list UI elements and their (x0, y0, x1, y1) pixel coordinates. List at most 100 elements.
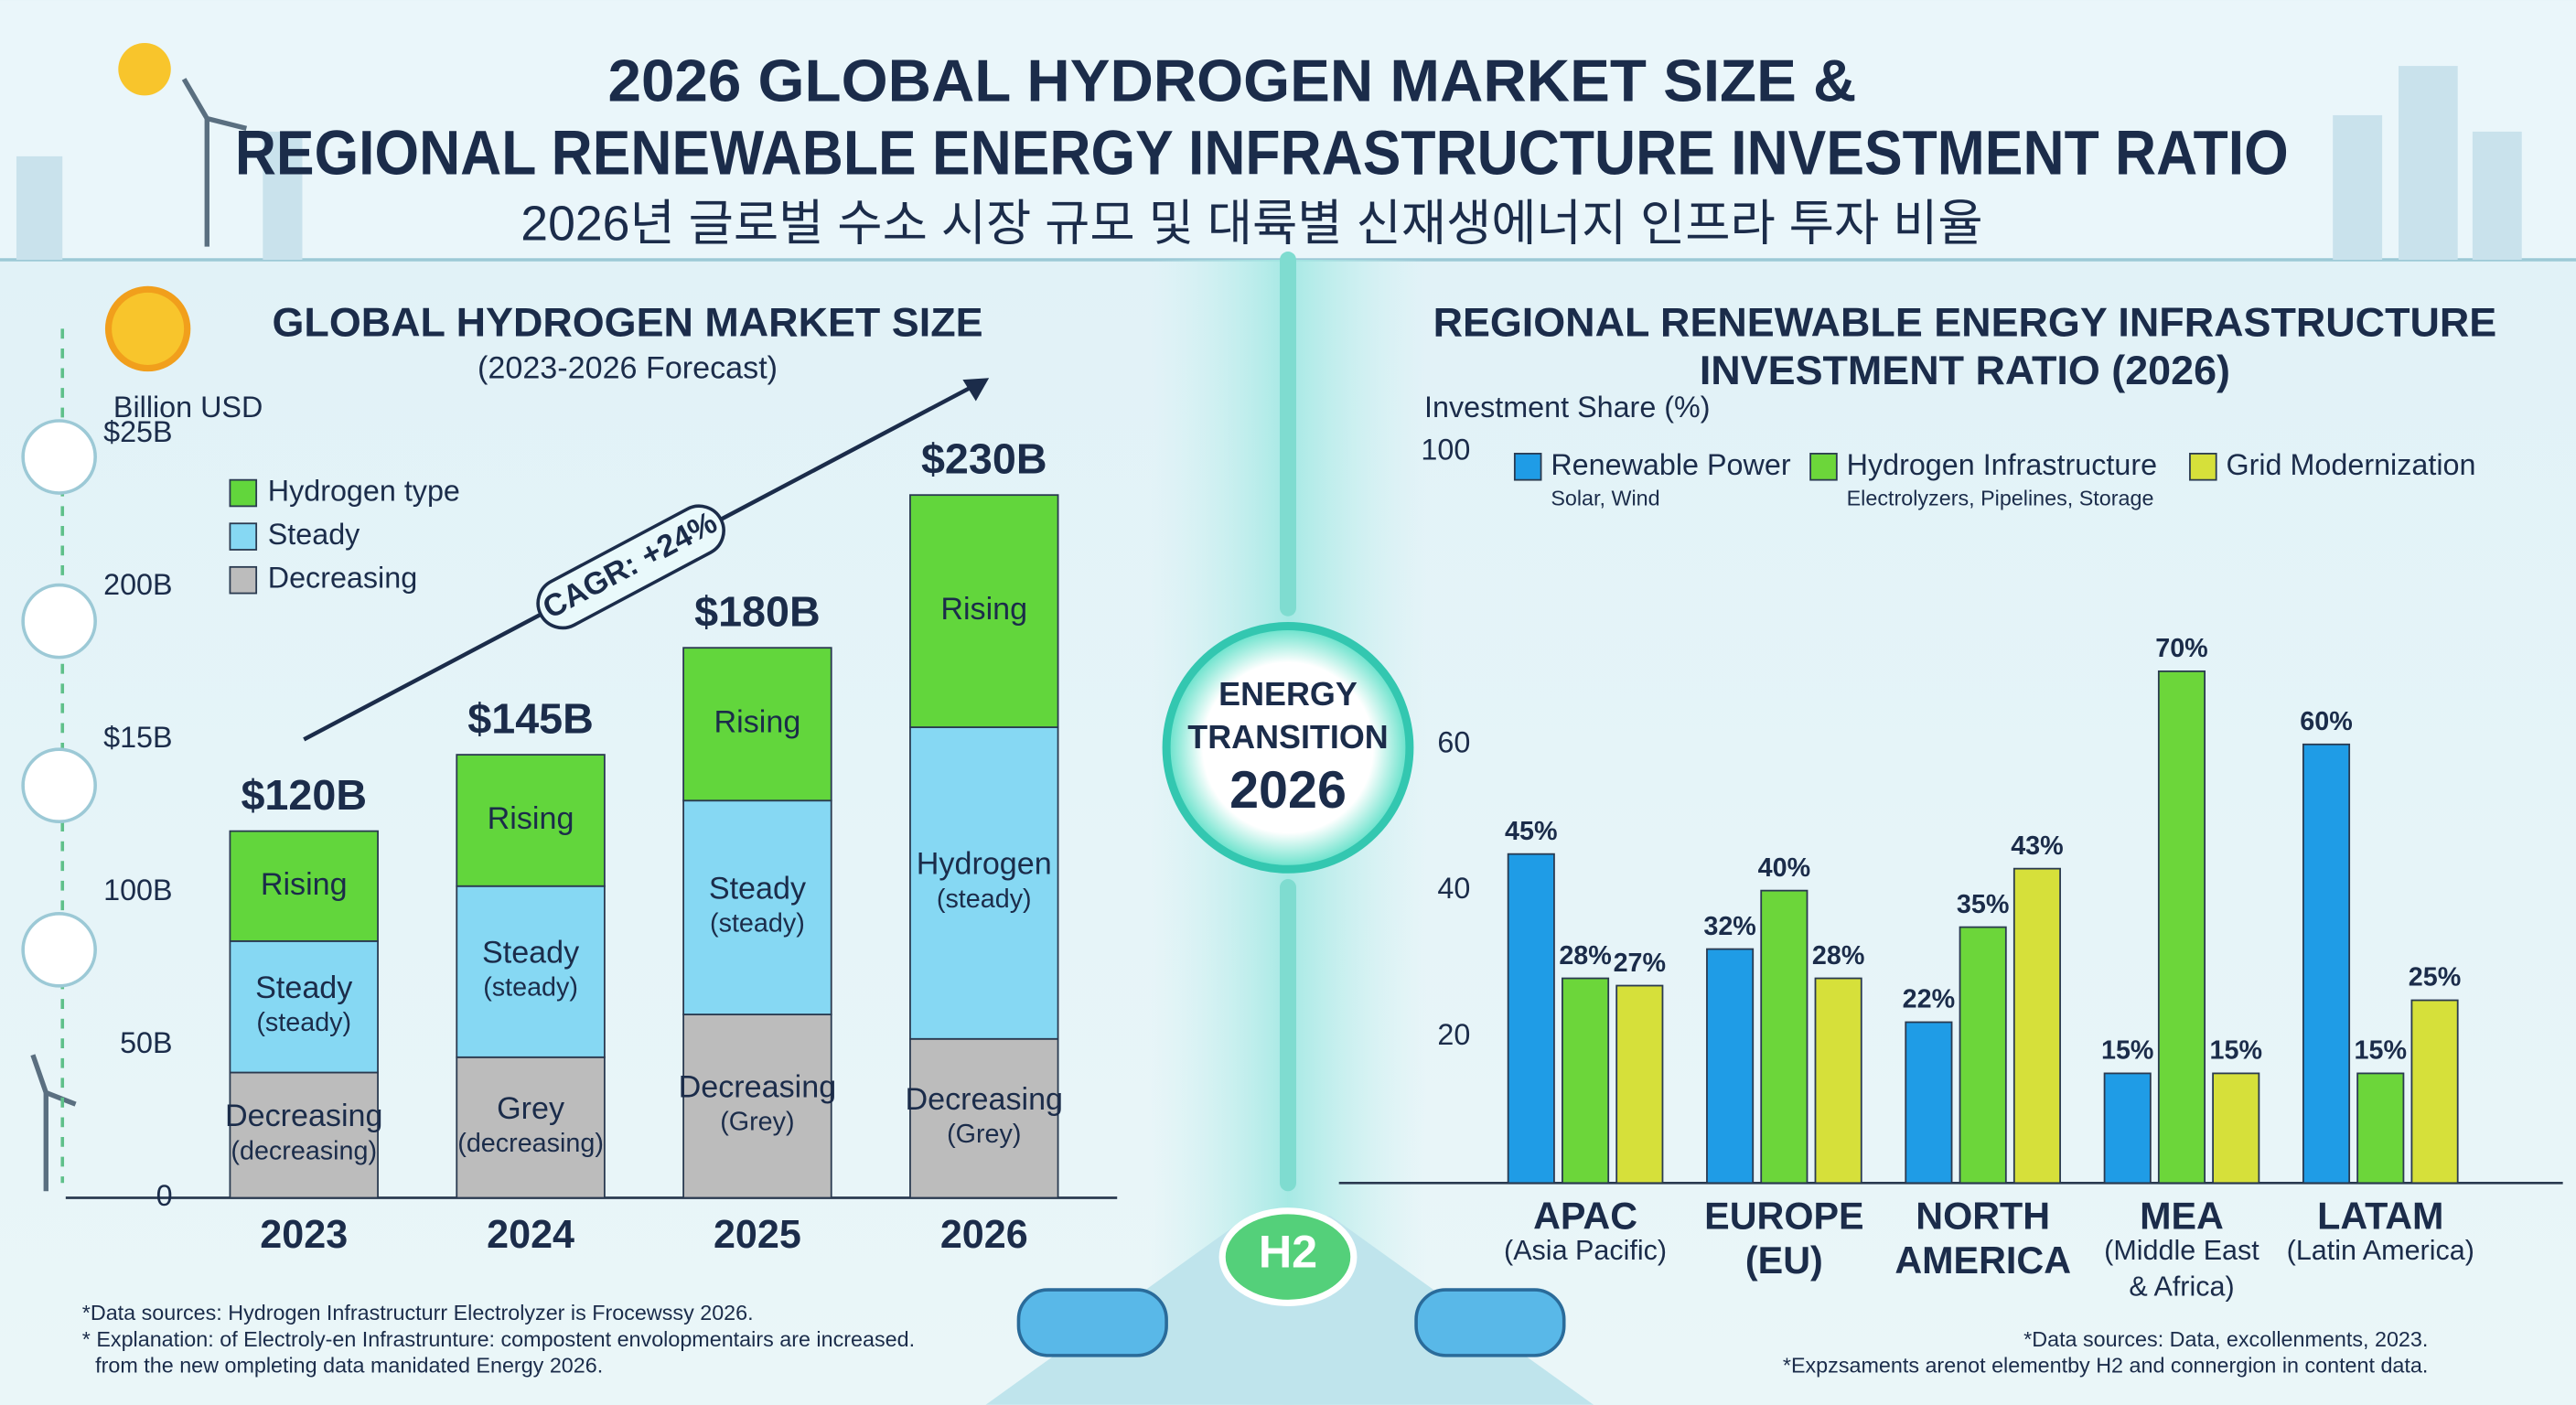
y-axis-label: Billion USD (113, 391, 263, 424)
y-tick-label: $25B (103, 415, 172, 448)
sun-icon (104, 42, 191, 372)
left-chart-subtitle: (2023-2026 Forecast) (478, 350, 778, 385)
hub-label: H2 (1259, 1226, 1317, 1278)
segment-label: Steady (482, 935, 579, 970)
bar (1959, 926, 2007, 1185)
x-tick-label: 2026 (940, 1213, 1028, 1257)
wind-turbines (30, 78, 248, 1192)
x-tick-label: LATAM (2317, 1196, 2443, 1238)
bar-segment (229, 1071, 379, 1199)
segment-label: (Grey) (947, 1120, 1021, 1149)
bar-segment (229, 830, 379, 942)
bar-segment (909, 494, 1059, 728)
bar-segment (456, 1056, 606, 1199)
cagr-arrowhead (962, 378, 990, 402)
badge-text: 2026 (1229, 761, 1347, 820)
segment-label: Decreasing (905, 1082, 1063, 1117)
bar-segment (682, 799, 832, 1015)
header-band (0, 0, 2576, 260)
y-tick-label: $15B (103, 721, 172, 754)
value-label: 43% (2011, 831, 2063, 861)
badge-ring (1162, 621, 1414, 874)
segment-label: Steady (709, 871, 806, 906)
legend-swatch (229, 522, 258, 551)
value-label: 27% (1614, 949, 1666, 978)
bar-segment (456, 885, 606, 1058)
badge-text: ENERGY (1218, 675, 1358, 713)
segment-label: (decreasing) (457, 1129, 604, 1158)
segment-label: (Grey) (720, 1108, 794, 1137)
bar-segment (682, 647, 832, 802)
x-tick-label: (Latin America) (2287, 1235, 2474, 1266)
segment-label: (decreasing) (231, 1136, 377, 1165)
legend-note: Electrolyzers, Pipelines, Storage (1847, 486, 2154, 509)
main-title-line: REGIONAL RENEWABLE ENERGY INFRASTRUCTURE… (235, 119, 2289, 188)
segment-label: Rising (488, 801, 574, 836)
bar (2212, 1072, 2260, 1185)
bar (2356, 1072, 2405, 1185)
x-tick-label: APAC (1533, 1196, 1637, 1238)
y-tick-label: 100B (103, 874, 172, 906)
right-chart-title: INVESTMENT RATIO (2026) (1700, 347, 2230, 393)
legend-label: Hydrogen Infrastructure (1847, 448, 2157, 481)
cagr-pill (536, 504, 725, 630)
x-tick-label: AMERICA (1894, 1239, 2071, 1282)
bar (1814, 977, 1862, 1185)
value-label: 45% (1505, 817, 1557, 846)
segment-label: (steady) (256, 1008, 351, 1037)
x-tick-label: MEA (2140, 1196, 2224, 1238)
skyline (16, 66, 2522, 260)
y-tick-label: 20 (1437, 1018, 1470, 1051)
road (985, 1216, 1594, 1405)
footnote: *Data sources: Data, excollenments, 2023… (2023, 1327, 2428, 1351)
bar (1760, 889, 1809, 1185)
total-label: $180B (694, 588, 821, 636)
x-tick-label: 2023 (260, 1213, 348, 1257)
left-chart-title: GLOBAL HYDROGEN MARKET SIZE (273, 299, 983, 346)
value-label: 28% (1812, 941, 1864, 971)
value-label: 15% (2101, 1036, 2153, 1066)
legend-label: Renewable Power (1551, 448, 1790, 481)
footnote: *Data sources: Hydrogen Infrastructurr E… (82, 1301, 754, 1325)
x-tick-label: 2024 (487, 1213, 574, 1257)
bar-segment (909, 726, 1059, 1040)
value-label: 60% (2300, 707, 2352, 736)
x-tick-label: (Asia Pacific) (1504, 1235, 1667, 1266)
badge-text: TRANSITION (1187, 718, 1388, 756)
x-tick-label: (Middle East (2104, 1235, 2259, 1266)
segment-label: Hydrogen (917, 847, 1052, 882)
x-tick-label: & Africa) (2129, 1271, 2234, 1302)
segment-label: Steady (255, 971, 352, 1005)
bar (1706, 948, 1755, 1185)
footnote: from the new ompleting data manidated En… (95, 1354, 603, 1378)
bar-segment (456, 754, 606, 887)
value-label: 40% (1758, 853, 1810, 883)
bar (1905, 1021, 1953, 1185)
right-chart-title: REGIONAL RENEWABLE ENERGY INFRASTRUCTURE (1433, 299, 2497, 346)
total-label: $145B (467, 695, 594, 743)
main-title-line: 2026 GLOBAL HYDROGEN MARKET SIZE & (607, 48, 1856, 114)
legend-label: Grid Modernization (2226, 448, 2475, 481)
total-label: $230B (921, 435, 1047, 483)
segment-label: Rising (714, 705, 801, 740)
x-tick-label: EUROPE (1704, 1196, 1863, 1238)
bar (2410, 999, 2459, 1185)
x-tick-label: NORTH (1916, 1196, 2050, 1238)
car-icons (1016, 1288, 1566, 1357)
y-axis-label: Investment Share (%) (1424, 391, 1710, 424)
segment-label: Decreasing (679, 1069, 837, 1104)
side-icons (21, 419, 97, 988)
legend-note: Solar, Wind (1551, 486, 1659, 509)
bar-segment (909, 1037, 1059, 1199)
segment-label: Grey (497, 1091, 564, 1126)
y-tick-label: 60 (1437, 725, 1470, 758)
segment-label: (steady) (710, 909, 805, 938)
bar (2302, 743, 2351, 1185)
bar (2157, 670, 2206, 1185)
segment-label: (steady) (937, 885, 1032, 914)
y-tick-label: 100 (1421, 434, 1470, 467)
legend-swatch (1513, 453, 1542, 481)
segment-label: Rising (940, 592, 1027, 627)
